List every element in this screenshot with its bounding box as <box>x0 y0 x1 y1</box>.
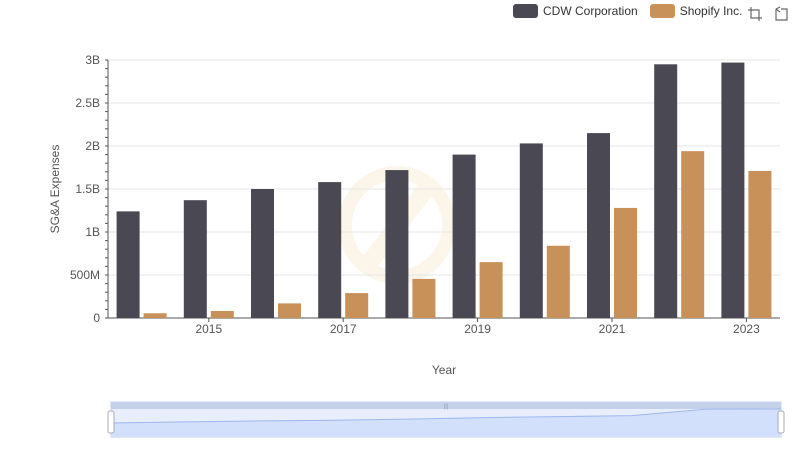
bar-cdw-2020 <box>519 143 543 318</box>
zoom-handle-right[interactable] <box>777 410 785 434</box>
bar-shopify-2019 <box>479 262 503 318</box>
x-tick-label: 2019 <box>464 322 491 336</box>
bar-cdw-2018 <box>385 170 409 318</box>
bar-shopify-2018 <box>412 278 436 318</box>
y-tick-label: 500M <box>70 268 100 282</box>
y-tick-label: 2.5B <box>75 96 100 110</box>
bar-shopify-2016 <box>278 303 301 318</box>
bar-shopify-2017 <box>345 293 369 318</box>
x-tick-label: 2023 <box>733 322 760 336</box>
y-tick-label: 1.5B <box>75 182 100 196</box>
restore-icon[interactable] <box>773 6 789 22</box>
y-tick-label: 1B <box>85 225 100 239</box>
bar-cdw-2022 <box>654 64 678 318</box>
x-tick-label: 2017 <box>330 322 357 336</box>
bar-cdw-2015 <box>183 200 207 318</box>
zoom-slider-grip: ||| <box>444 404 449 410</box>
legend: CDW Corporation Shopify Inc. <box>513 4 742 18</box>
legend-label-shopify: Shopify Inc. <box>679 4 743 18</box>
x-tick-label: 2015 <box>195 322 222 336</box>
bar-shopify-2023 <box>748 170 772 318</box>
zoom-handle-left[interactable] <box>107 410 115 434</box>
x-tick-label: 2021 <box>599 322 626 336</box>
legend-label-cdw: CDW Corporation <box>543 4 638 18</box>
bar-shopify-2021 <box>614 207 637 318</box>
y-axis-title: SG&A Expenses <box>48 145 62 234</box>
x-axis-title: Year <box>432 363 456 377</box>
bar-cdw-2014 <box>116 211 140 318</box>
bar-cdw-2021 <box>587 133 610 318</box>
crop-zoom-icon[interactable] <box>747 6 763 22</box>
zoom-slider-line <box>110 408 782 424</box>
zoom-slider-top-bar <box>111 402 781 409</box>
bar-cdw-2023 <box>721 62 745 318</box>
legend-swatch-cdw <box>513 4 538 18</box>
bar-shopify-2014 <box>143 313 167 318</box>
legend-item-cdw[interactable]: CDW Corporation <box>513 4 638 18</box>
y-tick-label: 0 <box>93 311 100 325</box>
bar-cdw-2017 <box>318 182 342 318</box>
bar-cdw-2016 <box>251 189 274 318</box>
bar-cdw-2019 <box>452 154 476 318</box>
bar-shopify-2022 <box>681 151 705 318</box>
y-tick-label: 2B <box>85 139 100 153</box>
y-tick-label: 3B <box>85 53 100 67</box>
bar-shopify-2015 <box>210 310 234 318</box>
legend-item-shopify[interactable]: Shopify Inc. <box>649 4 743 18</box>
legend-swatch-shopify <box>649 4 675 18</box>
bar-shopify-2020 <box>546 245 570 318</box>
